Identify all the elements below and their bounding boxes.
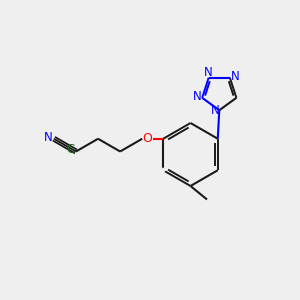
- Text: O: O: [143, 132, 153, 145]
- Text: N: N: [193, 90, 201, 103]
- Text: N: N: [211, 104, 220, 117]
- Text: N: N: [203, 66, 212, 79]
- Text: N: N: [44, 131, 53, 144]
- Text: C: C: [66, 142, 75, 156]
- Text: N: N: [231, 70, 239, 83]
